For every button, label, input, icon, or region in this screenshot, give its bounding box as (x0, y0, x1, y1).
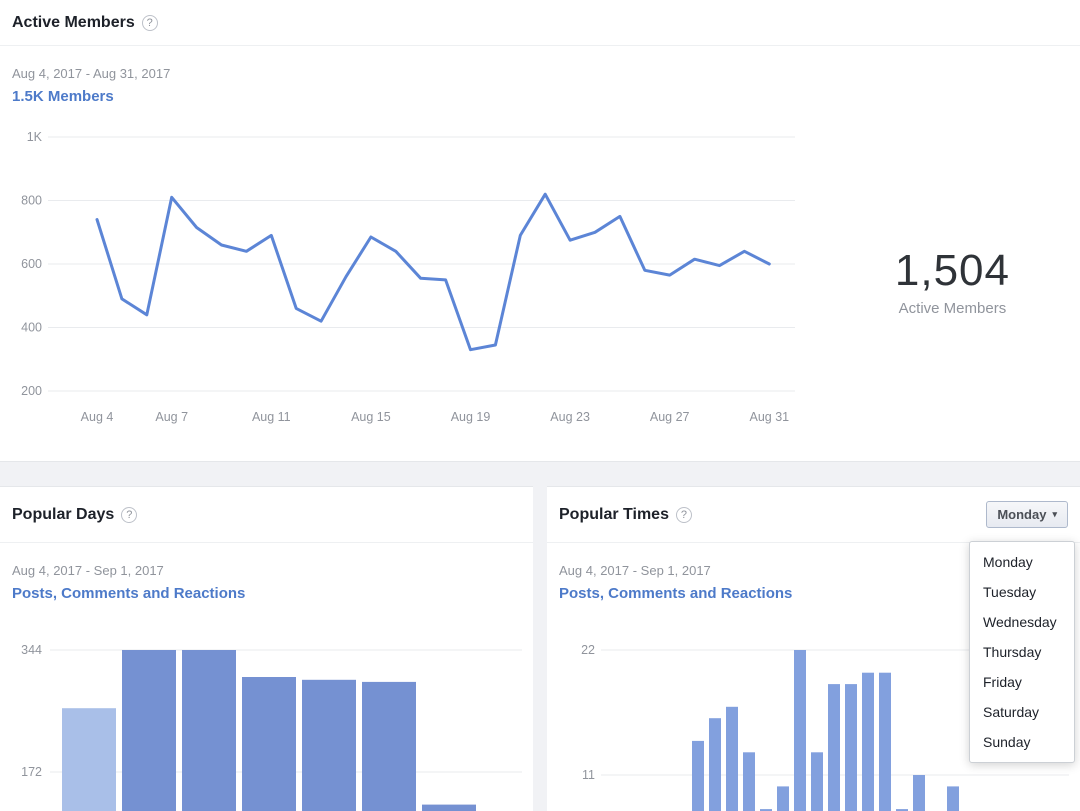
members-metric-link[interactable]: 1.5K Members (12, 88, 114, 105)
svg-text:Aug 19: Aug 19 (451, 410, 491, 424)
popular-days-panel: Popular Days ? Aug 4, 2017 - Sep 1, 2017… (0, 486, 533, 811)
svg-text:22: 22 (581, 643, 595, 657)
popular-times-title: Popular Times (559, 505, 669, 523)
popular-days-metric-link[interactable]: Posts, Comments and Reactions (12, 585, 246, 602)
svg-text:Aug 27: Aug 27 (650, 410, 690, 424)
popular-times-day-menu: Monday Tuesday Wednesday Thursday Friday Satu… (969, 541, 1075, 763)
popular-days-title: Popular Days (12, 505, 115, 523)
dropdown-option-tuesday[interactable]: Tuesday (983, 584, 1037, 600)
popular-days-bar-chart: 344 172 (21, 643, 522, 811)
popular-days-date-range: Aug 4, 2017 - Sep 1, 2017 (12, 563, 164, 578)
dropdown-option-sunday[interactable]: Sunday (983, 734, 1031, 750)
help-icon[interactable]: ? (141, 14, 158, 31)
popular-times-metric-link[interactable]: Posts, Comments and Reactions (559, 585, 793, 602)
svg-text:1K: 1K (27, 130, 43, 144)
help-icon[interactable]: ? (121, 506, 138, 523)
svg-text:Aug 7: Aug 7 (155, 410, 188, 424)
dropdown-option-friday[interactable]: Friday (983, 674, 1022, 690)
svg-text:400: 400 (21, 321, 42, 335)
svg-text:172: 172 (21, 765, 42, 779)
svg-text:800: 800 (21, 194, 42, 208)
popular-times-date-range: Aug 4, 2017 - Sep 1, 2017 (559, 563, 711, 578)
popular-days-header: Popular Days ? (0, 487, 533, 543)
day-select-selected-label: Monday (997, 507, 1047, 522)
chevron-down-icon: ▾ (1052, 509, 1057, 519)
dropdown-option-wednesday[interactable]: Wednesday (983, 614, 1057, 630)
active-members-line-chart: 1K 800 600 400 200 Aug 4 Aug 7 Aug 11 Aug 15 Aug … (21, 130, 795, 424)
help-icon[interactable]: ? (675, 506, 692, 523)
active-members-count-label: Active Members (898, 300, 1007, 317)
active-members-header: Active Members ? (0, 0, 1080, 46)
active-members-total: 1,504 Active Members (895, 246, 1010, 317)
svg-text:600: 600 (21, 257, 42, 271)
popular-times-panel: Popular Times ? Monday ▾ Aug 4, 2017 - S… (547, 486, 1080, 811)
svg-text:Aug 23: Aug 23 (550, 410, 590, 424)
active-members-title: Active Members (12, 13, 135, 31)
svg-text:Aug 31: Aug 31 (749, 410, 789, 424)
svg-text:11: 11 (582, 768, 595, 782)
dropdown-option-monday[interactable]: Monday (983, 554, 1033, 570)
svg-text:Aug 4: Aug 4 (81, 410, 114, 424)
dropdown-option-thursday[interactable]: Thursday (983, 644, 1042, 660)
day-select-dropdown-button[interactable]: Monday ▾ (986, 501, 1068, 528)
dropdown-option-saturday[interactable]: Saturday (983, 704, 1040, 720)
svg-text:Aug 15: Aug 15 (351, 410, 391, 424)
svg-text:Aug 11: Aug 11 (252, 410, 291, 424)
svg-text:200: 200 (21, 384, 42, 398)
popular-times-header: Popular Times ? Monday ▾ (547, 487, 1080, 543)
active-members-count: 1,504 (894, 246, 1010, 295)
active-members-panel: Active Members ? Aug 4, 2017 - Aug 31, 2… (0, 0, 1080, 462)
popular-times-bar-chart: 22 11 (581, 643, 1069, 811)
svg-text:344: 344 (21, 643, 42, 657)
active-members-date-range: Aug 4, 2017 - Aug 31, 2017 (12, 66, 171, 81)
